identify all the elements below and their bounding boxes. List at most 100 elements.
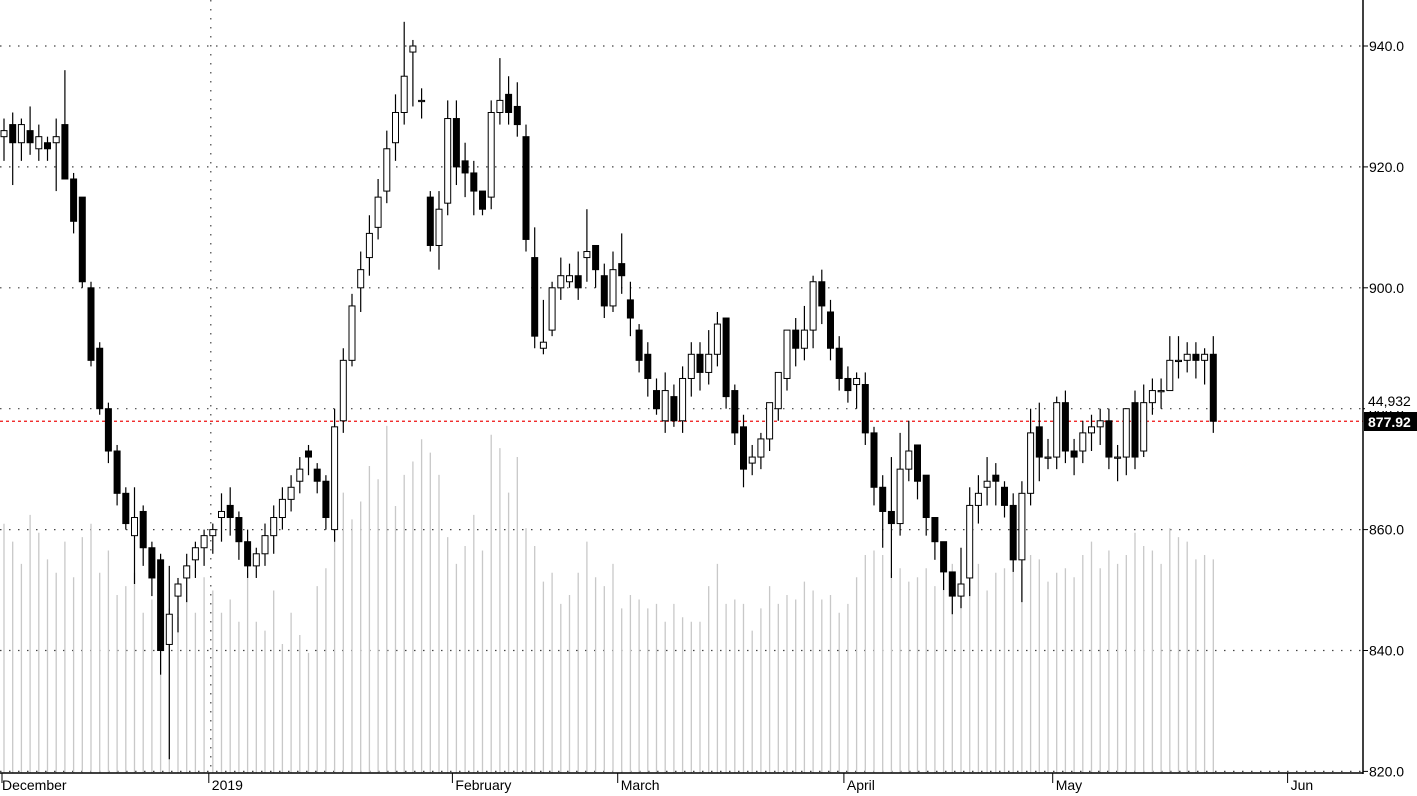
candle-body [1148,390,1156,404]
candle-body [479,190,486,210]
candle-body [1027,432,1035,494]
candle-body [1001,486,1008,506]
candle-body [887,510,895,525]
candle-body [1166,359,1174,392]
candle-body [313,468,321,482]
candle-body [792,329,800,349]
candle-body [522,136,530,240]
candle-body [278,498,286,519]
axes [0,0,1364,774]
candle-body [61,124,69,180]
candle-body [618,263,626,277]
candle-body [200,535,208,549]
candle-body [357,269,365,289]
candle-body [78,196,86,283]
candle-body [487,111,495,198]
candle-body [948,571,956,597]
candle-body [748,456,756,464]
candle-body [374,196,382,228]
candle-body [531,257,539,337]
candle-body [96,347,104,410]
candle-body [957,583,965,597]
candle-body [966,504,974,579]
candle-body [679,377,687,422]
candle-body [1053,402,1061,458]
candle-body [1061,402,1069,452]
candle-body [235,517,243,543]
candle-body [600,275,608,307]
candle-body [505,93,513,113]
candle-body [974,492,982,506]
candle-body [592,244,600,271]
x-tick-label: December [2,777,67,793]
candle-body [339,359,347,422]
candle-body [52,136,60,144]
candle-body [661,390,669,422]
candle-body [470,172,478,192]
candle-body [461,160,469,174]
candle-body [609,269,617,307]
candle-body [226,504,234,519]
candle-body [1192,353,1200,361]
candle-body [1175,359,1182,363]
candle-body [1140,402,1148,452]
candle-body [722,317,730,398]
candle-body [26,130,34,144]
candle-body [157,559,165,652]
candle-body [583,251,591,259]
candle-body [566,275,573,283]
candle-body [835,347,843,379]
candle-body [896,468,904,525]
candle-body [165,613,173,645]
candle-body [1070,450,1078,458]
y-tick-label: 860.0 [1369,522,1404,538]
candle-body [879,486,887,512]
candle-body [365,232,373,259]
candle-body [861,384,869,434]
candle-body [1009,504,1017,561]
candle-body [635,329,643,361]
candle-body [870,432,878,488]
candle-body [174,583,182,597]
candle-body [496,99,504,113]
candle-body [331,426,339,531]
candle-body [687,353,695,379]
candle-body [270,517,278,537]
candle-body [400,75,408,113]
volume-badge-label: 44,932 [1368,393,1411,409]
candle-body [1096,420,1104,428]
y-tick-label: 920.0 [1369,159,1404,175]
y-tick-label: 900.0 [1369,280,1404,296]
price-badges: 44,932 877.92 [1364,391,1417,431]
x-axis-ticks: December2019FebruaryMarchAprilMayJunJul [1,773,1313,793]
candle-body [992,474,1000,482]
candle-body [287,486,295,500]
candle-body [218,510,225,519]
candle-body [426,196,434,246]
x-tick-label: April [847,777,875,793]
candle-body [809,281,817,331]
candle-body [392,111,399,144]
y-tick-label: 820.0 [1369,763,1404,779]
candle-body [1018,492,1026,561]
y-tick-label: 840.0 [1369,643,1404,659]
candle-body [644,353,652,379]
y-tick-label: 940.0 [1369,38,1404,54]
candle-body [922,474,930,519]
candle-body [653,390,660,410]
candle-body [1209,353,1217,422]
candle-body [696,353,704,373]
candle-body [818,281,826,307]
candle-body [9,124,17,144]
candle-body [191,547,199,561]
candle-body [705,353,713,373]
candle-body [1044,456,1052,459]
candle-body [853,377,861,386]
candle-body [444,118,452,204]
candle-body [70,178,78,222]
candle-body [731,390,739,434]
candle-body [766,402,774,440]
candle-body [296,468,304,482]
